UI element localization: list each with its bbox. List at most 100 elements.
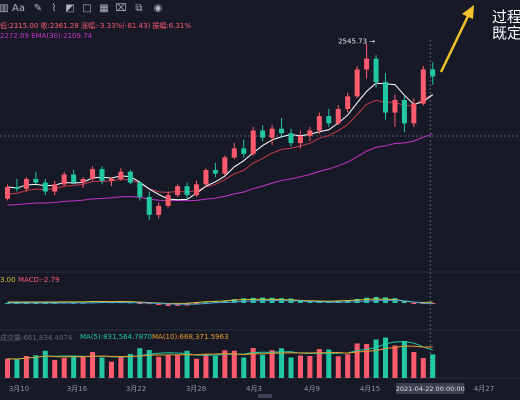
macd-bar <box>156 303 162 306</box>
annotation-line2: 既定 <box>492 24 520 42</box>
toolbar: ▥ Aa ✎ ⌇ ◩ □ ▦ ⌧ ⧉ ◉ <box>0 0 520 20</box>
eye-icon[interactable]: ◉ <box>153 3 163 14</box>
candle <box>335 105 341 126</box>
candle-body <box>297 135 303 144</box>
candle-body <box>364 58 370 70</box>
volume-bar <box>430 354 436 378</box>
candle <box>430 62 436 85</box>
volume-ma5-label: MA(5):831,564.7870 <box>80 333 153 341</box>
candle <box>14 178 20 192</box>
candle-body <box>108 178 114 181</box>
macd-bar <box>71 302 77 304</box>
candle-body <box>420 69 426 104</box>
brush-icon[interactable]: ⌇ <box>51 3 57 14</box>
square-icon[interactable]: □ <box>82 3 92 14</box>
macd-bar <box>401 300 407 303</box>
volume-bar <box>146 350 152 378</box>
candle <box>212 162 218 178</box>
ruler-icon[interactable]: ◩ <box>65 3 75 14</box>
volume-bar <box>99 357 105 378</box>
grid-icon[interactable]: ▦ <box>99 3 109 14</box>
macd-dea-line <box>7 299 433 305</box>
volume-bar <box>42 350 48 378</box>
trash-icon[interactable]: ⌧ <box>115 3 127 14</box>
candle <box>156 202 162 219</box>
scroll-handle[interactable] <box>258 394 272 398</box>
candle-body <box>250 130 256 154</box>
candle <box>137 180 143 201</box>
candle-body <box>430 69 436 77</box>
candle-body <box>279 128 285 134</box>
candle <box>392 94 398 127</box>
volume-bar <box>137 348 143 378</box>
candle-body <box>307 130 313 136</box>
candle <box>90 166 96 181</box>
volume-bar <box>279 348 285 378</box>
text-icon[interactable]: Aa <box>12 3 25 14</box>
volume-bar <box>288 357 294 378</box>
candle <box>23 177 29 192</box>
macd-bar <box>194 303 199 305</box>
ema-readout: 2272.09 EMA(30):2109.74 <box>0 32 93 40</box>
candle <box>231 143 237 160</box>
volume-bar <box>108 361 114 378</box>
volume-bar <box>165 354 171 378</box>
volume-bar <box>184 350 190 378</box>
candle <box>175 184 181 197</box>
pencil-icon[interactable]: ✎ <box>33 3 43 14</box>
candle-body <box>383 82 388 113</box>
candle-body <box>401 100 407 124</box>
candle-body <box>222 157 228 174</box>
macd-bar <box>137 303 143 304</box>
ema30-line <box>7 133 433 206</box>
macd-bar <box>430 303 436 304</box>
candlestick-icon[interactable]: ▥ <box>0 3 9 14</box>
candle <box>288 128 294 147</box>
candle <box>373 55 379 88</box>
candle-body <box>90 169 96 179</box>
volume-bar <box>307 356 313 378</box>
candle-body <box>241 148 247 154</box>
candle-body <box>269 128 275 138</box>
macd-dif-label: 3.00 <box>0 276 16 284</box>
volume-bar <box>61 358 67 378</box>
candle <box>297 130 303 149</box>
macd-bar <box>354 298 360 303</box>
volume-bar <box>90 352 96 378</box>
volume-bar <box>33 355 39 378</box>
macd-bar <box>165 303 171 306</box>
volume-bar <box>241 357 247 378</box>
volume-bar <box>175 355 181 378</box>
volume-bar <box>23 356 29 378</box>
x-tick-label: 4月15 <box>360 385 380 393</box>
candle-body <box>203 170 209 185</box>
volume-bar <box>316 349 322 378</box>
candle <box>420 65 426 106</box>
volume-bar <box>364 344 370 378</box>
x-tick-label: 3月22 <box>126 385 146 393</box>
volume-ma5-line <box>7 340 433 360</box>
volume-bar <box>127 354 133 378</box>
macd-bar <box>241 298 247 303</box>
volume-bar <box>212 356 218 378</box>
volume-bar <box>411 352 417 378</box>
candle <box>80 177 86 188</box>
candle-body <box>392 100 398 113</box>
candle <box>146 191 152 221</box>
volume-bar <box>52 360 58 378</box>
candle <box>354 65 360 99</box>
volume-bar <box>345 354 351 378</box>
candle-body <box>137 182 143 197</box>
candle <box>401 96 407 133</box>
candle <box>61 171 67 187</box>
candle-body <box>61 174 67 185</box>
duplicate-icon[interactable]: ⧉ <box>135 3 143 14</box>
volume-bar <box>5 358 10 378</box>
candle <box>250 126 256 156</box>
volume-bar <box>401 341 407 378</box>
x-tick-label: 4月9 <box>304 385 320 393</box>
volume-bar <box>71 356 77 378</box>
candle-body <box>23 178 29 189</box>
candle-body <box>288 133 294 144</box>
